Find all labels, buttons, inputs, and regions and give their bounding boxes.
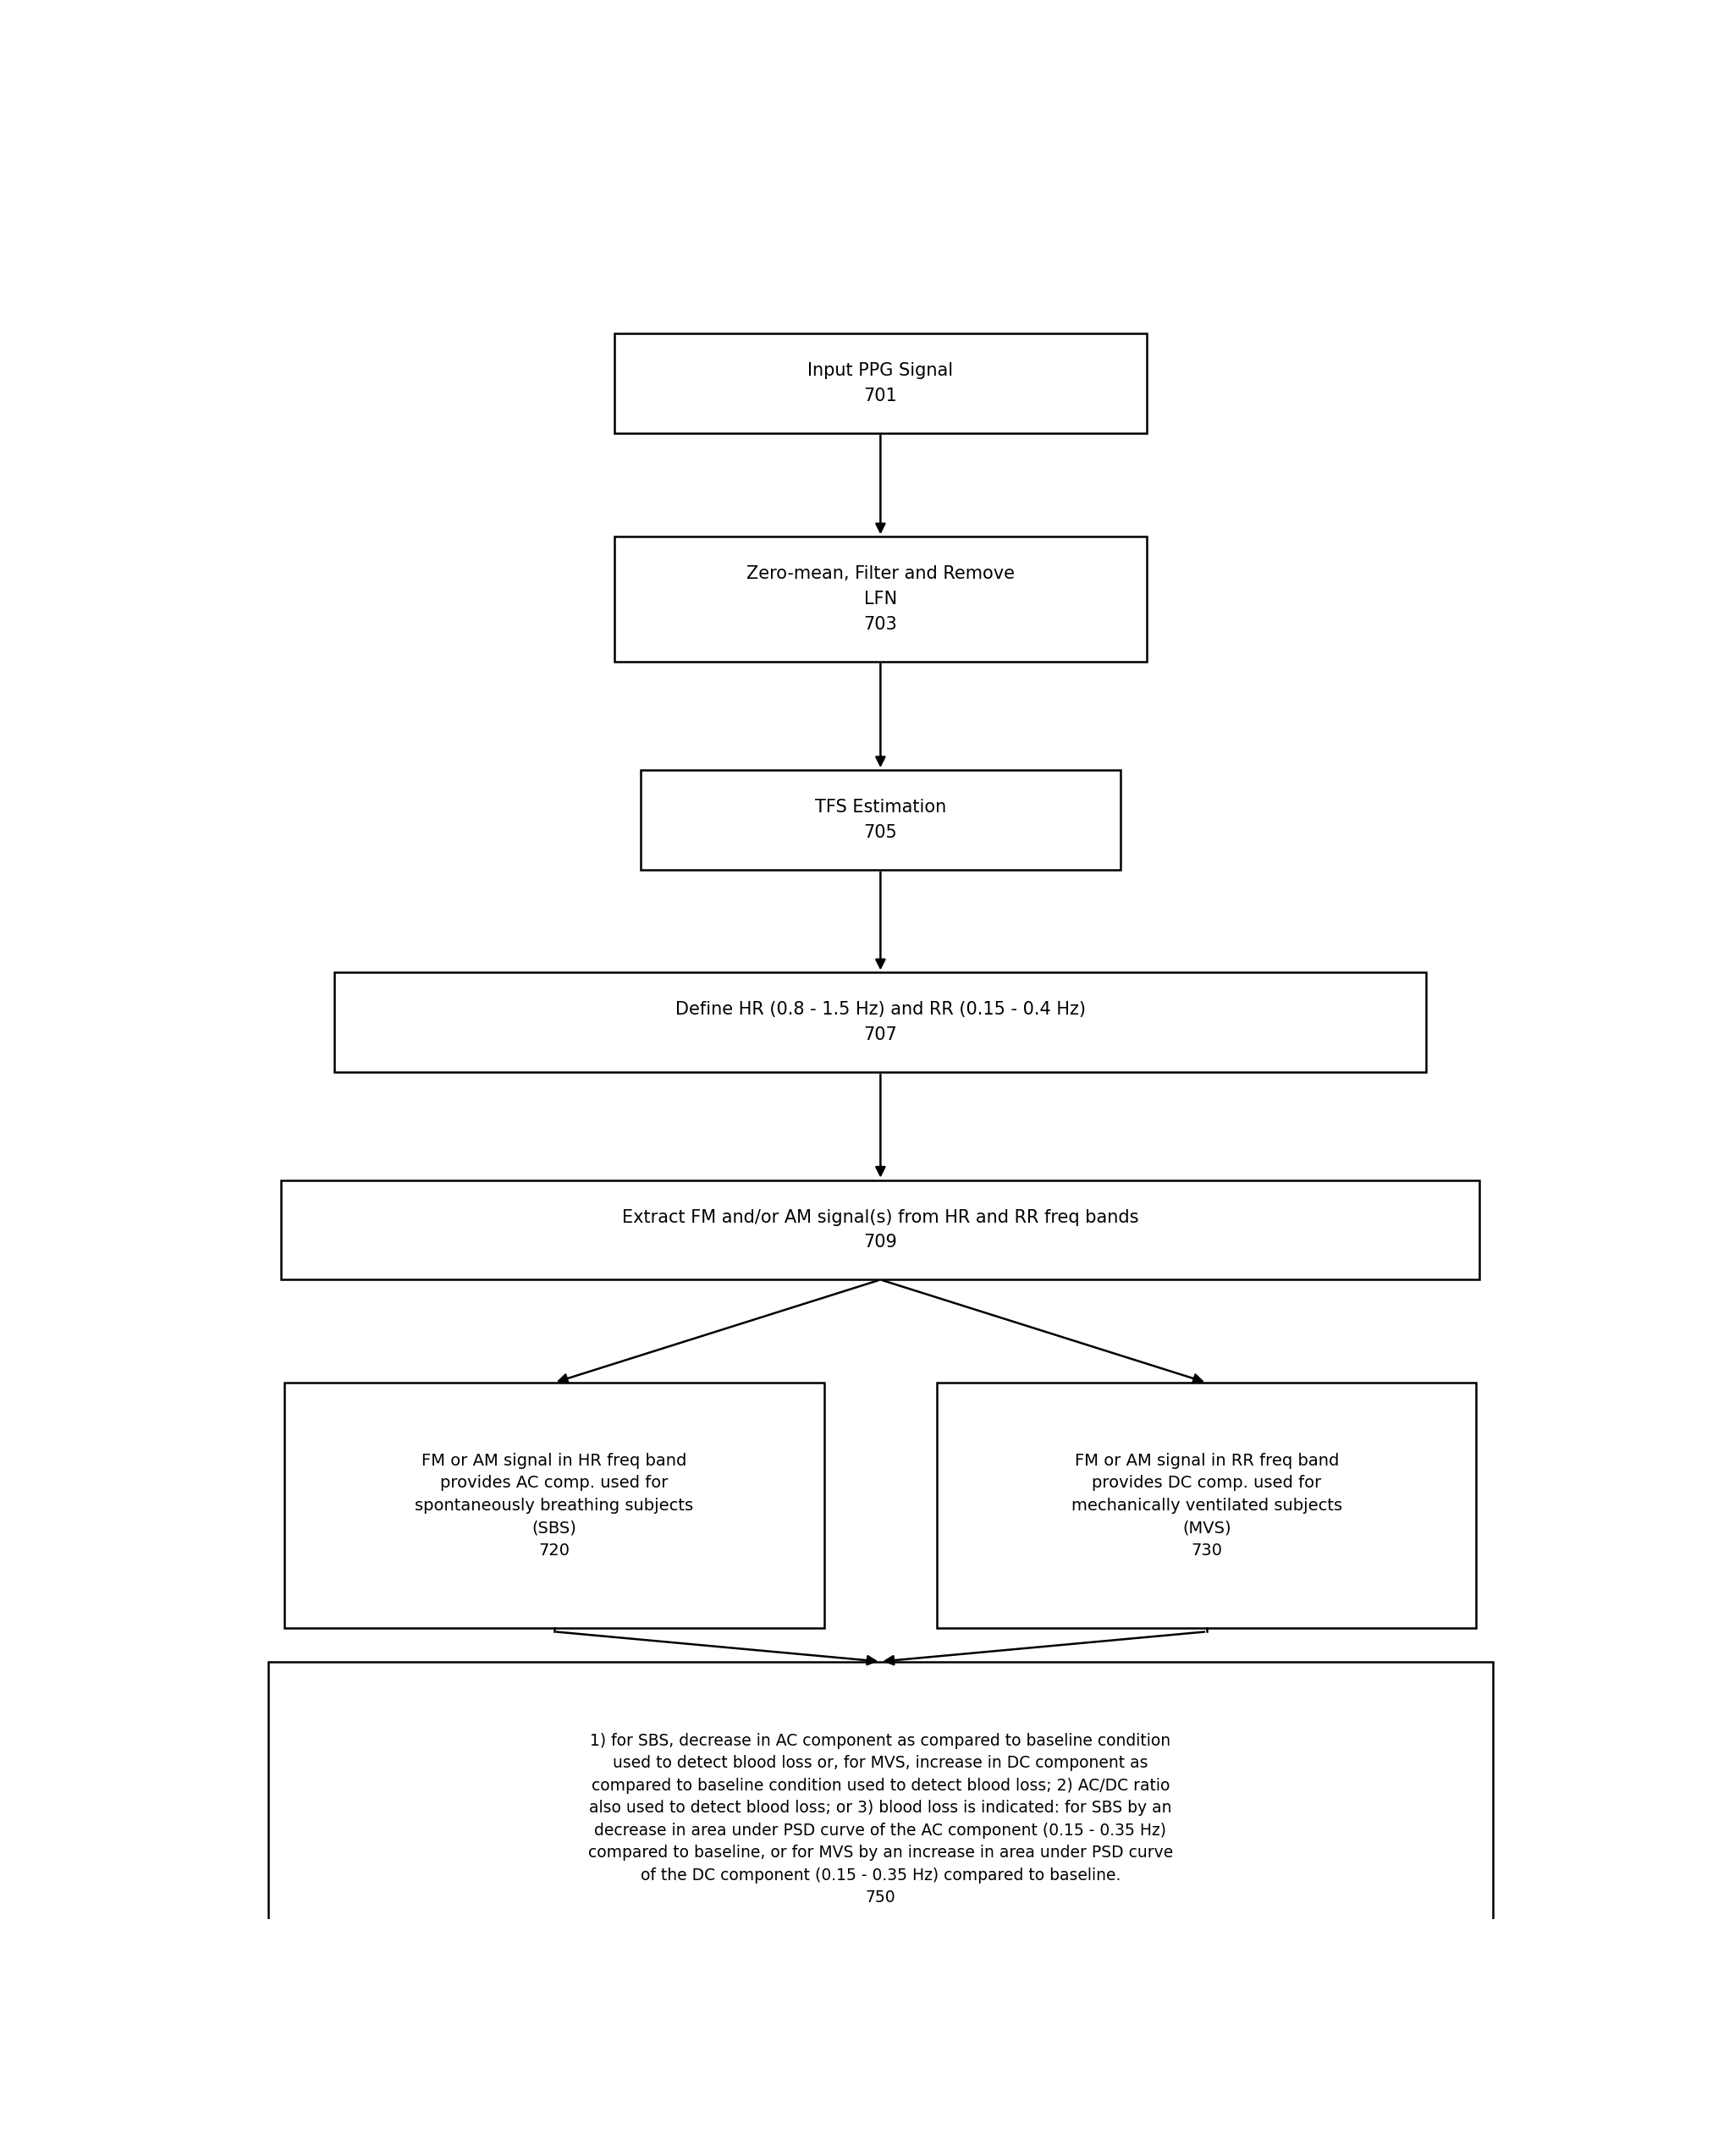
Text: Zero-mean, Filter and Remove
LFN
703: Zero-mean, Filter and Remove LFN 703 <box>746 565 1015 632</box>
Text: FM or AM signal in RR freq band
provides DC comp. used for
mechanically ventilat: FM or AM signal in RR freq band provides… <box>1072 1453 1342 1559</box>
Bar <box>936 1382 1476 1628</box>
Text: Extract FM and/or AM signal(s) from HR and RR freq bands
709: Extract FM and/or AM signal(s) from HR a… <box>622 1210 1139 1250</box>
Bar <box>613 537 1146 662</box>
Text: Input PPG Signal
701: Input PPG Signal 701 <box>807 362 953 403</box>
Bar <box>613 334 1146 433</box>
Bar <box>641 770 1120 869</box>
Bar <box>335 972 1426 1072</box>
Bar <box>285 1382 825 1628</box>
Text: FM or AM signal in HR freq band
provides AC comp. used for
spontaneously breathi: FM or AM signal in HR freq band provides… <box>416 1453 694 1559</box>
Text: TFS Estimation
705: TFS Estimation 705 <box>814 800 947 841</box>
Text: 1) for SBS, decrease in AC component as compared to baseline condition
used to d: 1) for SBS, decrease in AC component as … <box>588 1733 1173 1906</box>
Text: Define HR (0.8 - 1.5 Hz) and RR (0.15 - 0.4 Hz)
707: Define HR (0.8 - 1.5 Hz) and RR (0.15 - … <box>675 1000 1086 1044</box>
Bar <box>268 1662 1493 1977</box>
Bar <box>282 1179 1479 1281</box>
